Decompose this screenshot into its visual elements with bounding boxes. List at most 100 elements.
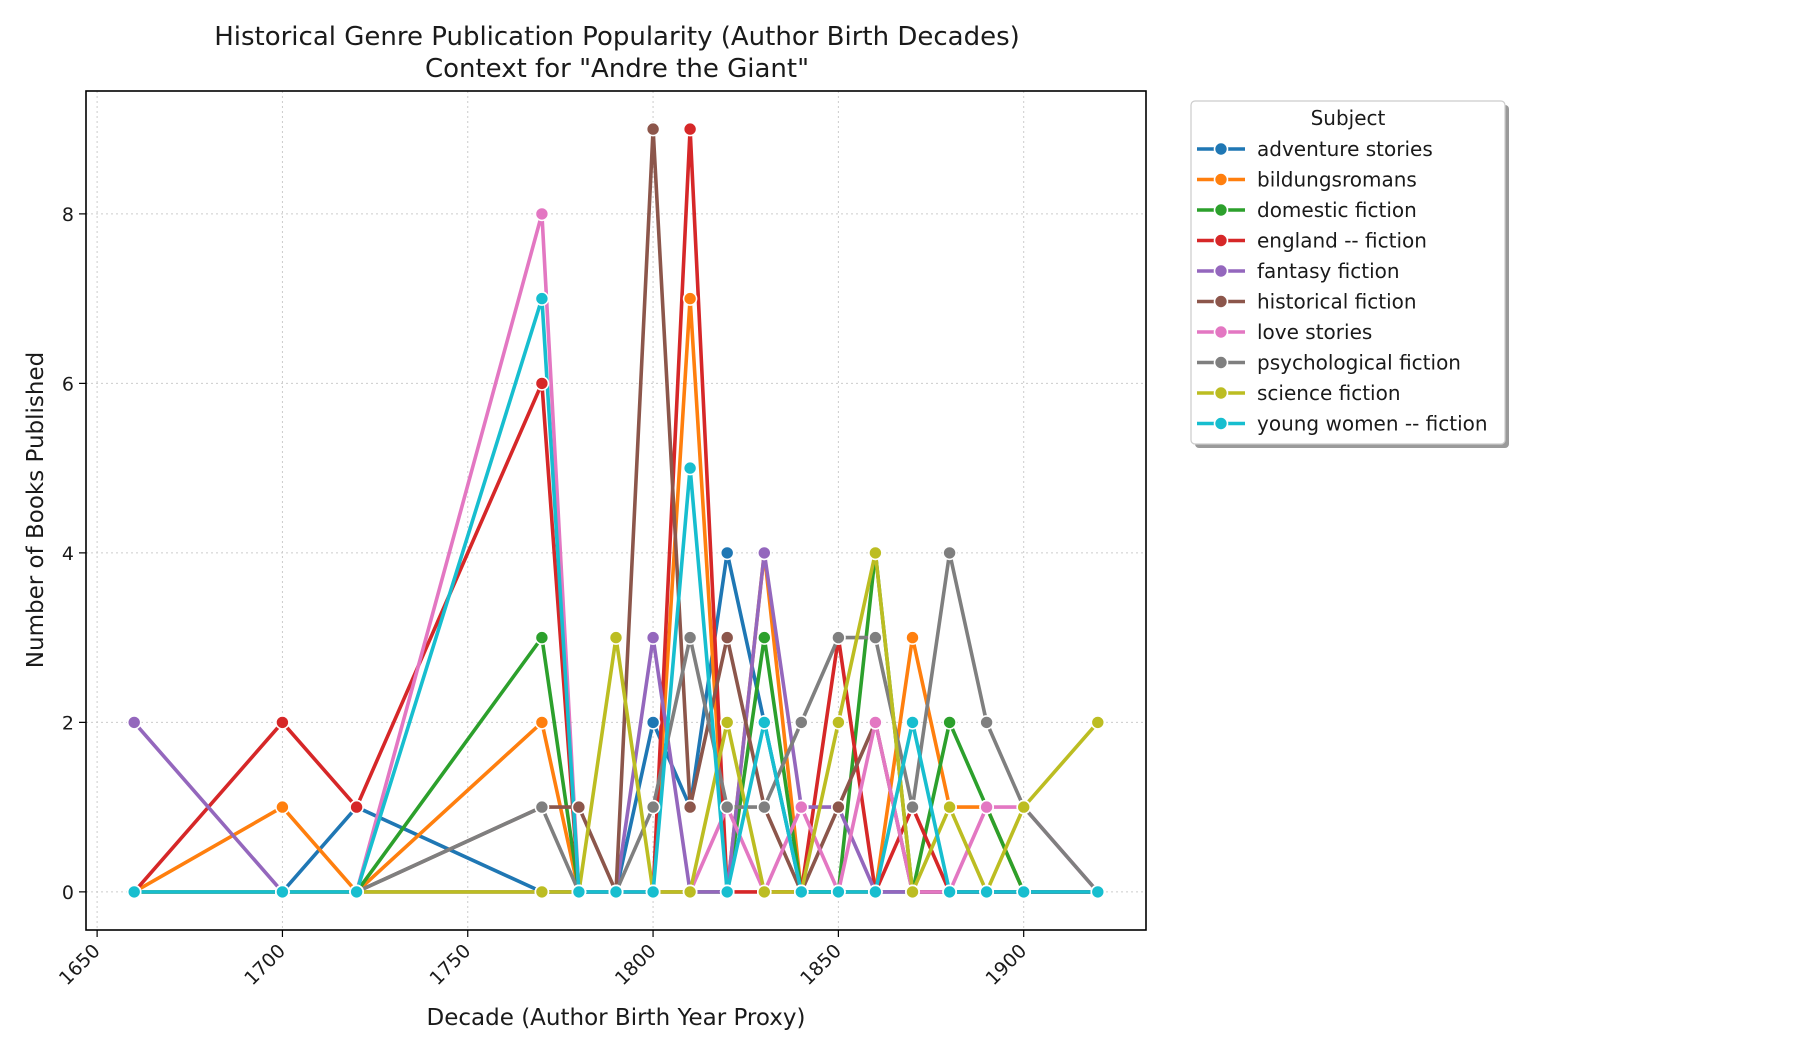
data-point [682,291,698,306]
legend-label: bildungsromans [1257,168,1417,192]
data-point [682,799,698,815]
y-tick-label: 6 [62,373,74,395]
data-point [793,884,809,900]
data-point [756,715,772,730]
data-point [719,630,735,645]
legend-label: young women -- fiction [1257,412,1488,436]
data-point [608,884,624,900]
legend-label: adventure stories [1257,137,1433,161]
legend: Subject adventure stories bildungsromans d… [1190,100,1509,448]
data-point [645,715,661,730]
data-point [645,799,661,815]
y-tick-label: 8 [62,204,74,226]
data-point [905,884,920,900]
data-point [793,715,809,730]
legend-item: love stories [1197,320,1372,344]
data-point [756,799,772,815]
legend-item: historical fiction [1197,290,1417,314]
legend-label: fantasy fiction [1257,259,1400,283]
legend-label: science fiction [1257,381,1401,405]
data-point [534,799,550,815]
data-point [831,715,846,730]
data-point [719,884,735,900]
legend-swatch-marker [1213,294,1229,309]
data-point [831,799,846,815]
plot-area [126,121,1106,900]
data-point [682,121,698,137]
data-point [126,715,142,730]
data-point [534,884,550,900]
data-point [719,545,735,561]
legend-item: domestic fiction [1197,198,1417,222]
data-point [1090,715,1106,730]
legend-swatch-marker [1213,141,1229,157]
chart-title: Historical Genre Publication Popularity … [214,22,1020,52]
data-point [905,715,920,730]
series-line [134,552,1098,894]
legend-swatch-marker [1213,172,1229,187]
data-point [571,884,587,900]
data-point [905,799,920,815]
data-point [349,799,364,815]
y-tick-label: 0 [62,882,74,904]
legend-item: psychological fiction [1197,351,1461,375]
data-point [756,884,772,900]
legend-label: historical fiction [1257,290,1417,314]
data-point [756,630,772,645]
legend-swatch-marker [1213,324,1229,340]
data-point [793,799,809,815]
legend-item: bildungsromans [1197,168,1417,192]
data-point [719,715,735,730]
data-point [831,884,846,900]
data-point [979,799,994,815]
series-markers [126,291,1106,900]
data-point [534,715,550,730]
data-point [645,121,661,137]
data-point [534,630,550,645]
data-point [682,884,698,900]
data-point [905,630,920,645]
data-point [719,799,735,815]
legend-swatch-marker [1213,233,1229,248]
data-point [534,291,550,306]
x-axis-label: Decade (Author Birth Year Proxy) [427,1005,806,1031]
series-line [134,213,1100,898]
data-point [275,715,290,730]
legend-item: science fiction [1197,381,1401,405]
data-point [645,884,661,900]
data-point [275,799,290,815]
data-point [942,715,957,730]
legend-item: young women -- fiction [1197,412,1488,436]
legend-swatch-marker [1213,263,1229,279]
data-point [571,799,587,815]
legend-swatch-marker [1213,202,1229,218]
data-point [942,799,957,815]
data-point [868,715,883,730]
data-point [868,545,883,561]
data-point [868,884,883,900]
legend-box [1190,100,1506,445]
data-point [534,206,550,222]
legend-swatch-marker [1213,385,1229,401]
legend-swatch-marker [1213,355,1229,370]
legend-label: domestic fiction [1257,198,1417,222]
data-point [682,630,698,645]
legend-item: fantasy fiction [1197,259,1400,283]
data-point [534,376,550,391]
data-point [831,630,846,645]
legend-swatch-marker [1213,416,1229,431]
data-point [608,630,624,645]
data-point [942,884,957,900]
legend-label: love stories [1257,320,1372,344]
data-point [645,630,661,645]
y-tick-label: 4 [62,543,74,565]
data-point [1016,884,1032,900]
legend-item: adventure stories [1197,137,1433,161]
data-point [979,884,994,900]
legend-label: england -- fiction [1257,229,1427,253]
data-point [868,630,883,645]
legend-items: adventure stories bildungsromans domestic … [1197,137,1488,436]
legend-item: england -- fiction [1197,229,1427,253]
data-point [1090,884,1106,900]
